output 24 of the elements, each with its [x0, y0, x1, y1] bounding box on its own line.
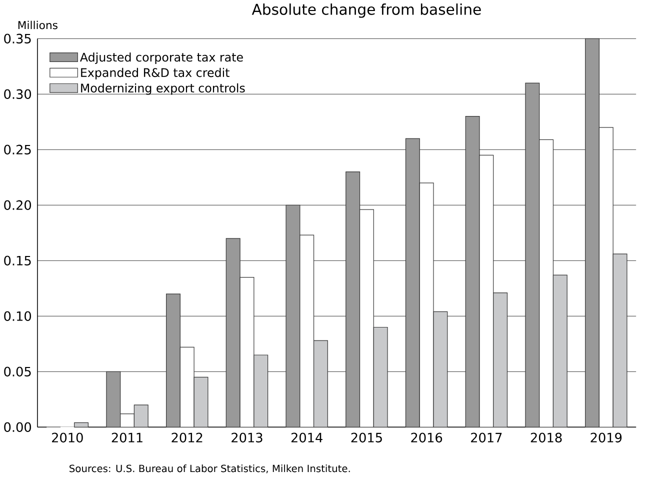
y-tick-label: 0.00 [4, 422, 32, 432]
y-tick-label: 0.25 [4, 144, 31, 155]
y-tick-label: 0.20 [4, 200, 32, 210]
x-tick-label: 2016 [411, 432, 442, 443]
legend-label: Expanded R&D tax credit [81, 68, 230, 80]
x-tick-label: 2017 [471, 432, 502, 443]
x-tick-label: 2010 [52, 432, 83, 443]
x-tick-label: 2012 [172, 432, 202, 443]
x-tick-label: 2019 [590, 432, 622, 443]
x-tick-label: 2011 [112, 432, 142, 443]
x-tick-label: 2013 [232, 432, 262, 443]
x-tick-label: 2018 [530, 432, 562, 443]
x-tick-label: 2015 [351, 432, 382, 443]
y-tick-label: 0.05 [4, 366, 31, 377]
x-tick-label: 2014 [291, 432, 322, 443]
legend-label: Modernizing export controls [81, 84, 245, 95]
y-tick-label: 0.15 [4, 256, 31, 266]
y-tick-label: 0.10 [4, 311, 32, 322]
y-tick-label: 0.30 [4, 89, 32, 100]
y-axis-title: Millions [18, 20, 58, 30]
source-note: Sources: U.S. Bureau of Labor Statistics, Milken Institute. [70, 464, 350, 474]
legend-label: Adjusted corporate tax rate [80, 52, 243, 64]
chart-title: Absolute change from baseline [252, 4, 481, 18]
y-tick-label: 0.35 [4, 34, 31, 44]
